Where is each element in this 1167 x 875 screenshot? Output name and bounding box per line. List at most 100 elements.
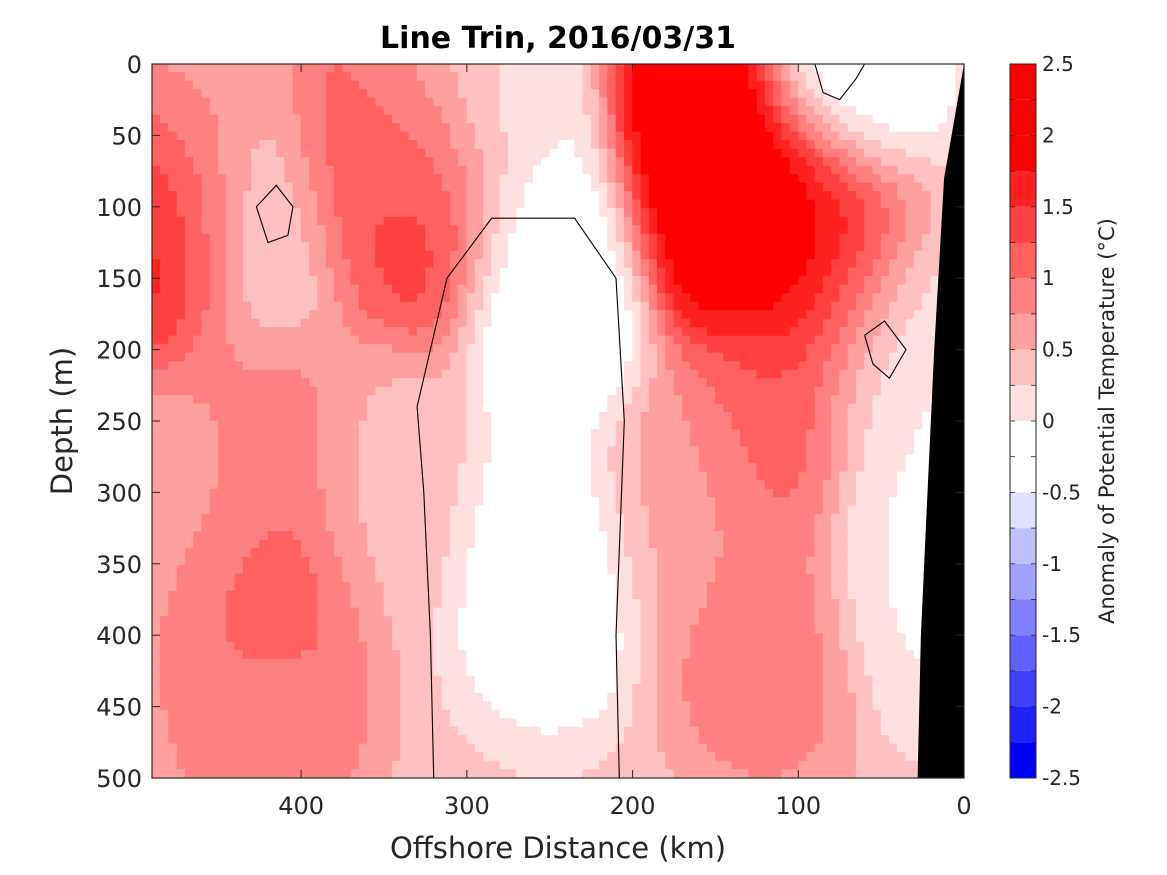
field-cell <box>557 114 567 124</box>
field-cell <box>342 225 352 235</box>
field-cell <box>375 718 385 728</box>
field-cell <box>333 106 343 116</box>
field-cell <box>259 573 269 583</box>
field-cell <box>275 692 285 702</box>
field-cell <box>367 582 377 592</box>
field-cell <box>275 72 285 82</box>
field-cell <box>242 590 252 600</box>
field-cell <box>251 548 261 558</box>
field-cell <box>342 267 352 277</box>
field-cell <box>383 582 393 592</box>
field-cell <box>565 675 575 685</box>
field-cell <box>433 726 443 736</box>
field-cell <box>607 369 617 379</box>
field-cell <box>590 624 600 634</box>
field-cell <box>193 114 203 124</box>
field-cell <box>466 225 476 235</box>
field-cell <box>516 429 526 439</box>
field-cell <box>524 718 534 728</box>
field-cell <box>590 480 600 490</box>
field-cell <box>325 650 335 660</box>
field-cell <box>400 403 410 413</box>
field-cell <box>441 267 451 277</box>
field-cell <box>275 131 285 141</box>
field-cell <box>474 429 484 439</box>
field-cell <box>152 514 161 524</box>
field-cell <box>623 284 633 294</box>
field-cell <box>309 191 319 201</box>
field-cell <box>367 131 377 141</box>
field-cell <box>300 420 310 430</box>
field-cell <box>574 599 584 609</box>
field-cell <box>499 675 509 685</box>
field-cell <box>342 709 352 719</box>
field-cell <box>275 157 285 167</box>
field-cell <box>325 599 335 609</box>
field-cell <box>449 64 459 73</box>
field-cell <box>441 157 451 167</box>
field-cell <box>466 174 476 184</box>
field-cell <box>441 599 451 609</box>
field-cell <box>209 64 219 73</box>
field-cell <box>615 80 625 90</box>
field-cell <box>491 157 501 167</box>
field-cell <box>226 114 236 124</box>
field-cell <box>433 403 443 413</box>
field-cell <box>632 395 642 405</box>
field-cell <box>466 310 476 320</box>
field-cell <box>491 522 501 532</box>
field-cell <box>632 582 642 592</box>
field-cell <box>441 403 451 413</box>
field-cell <box>300 522 310 532</box>
field-cell <box>565 191 575 201</box>
field-cell <box>251 310 261 320</box>
field-cell <box>383 242 393 252</box>
field-cell <box>491 675 501 685</box>
field-cell <box>391 174 401 184</box>
field-cell <box>391 718 401 728</box>
field-cell <box>209 548 219 558</box>
field-cell <box>483 199 493 209</box>
field-cell <box>184 497 194 507</box>
field-cell <box>466 556 476 566</box>
field-cell <box>549 514 559 524</box>
field-cell <box>317 123 327 133</box>
field-cell <box>632 514 642 524</box>
field-cell <box>507 114 517 124</box>
field-cell <box>300 233 310 243</box>
field-cell <box>176 624 186 634</box>
field-cell <box>599 497 609 507</box>
field-cell <box>391 599 401 609</box>
field-cell <box>433 301 443 311</box>
field-cell <box>408 140 418 150</box>
field-cell <box>226 191 236 201</box>
field-cell <box>532 471 542 481</box>
field-cell <box>458 446 468 456</box>
field-cell <box>284 250 294 260</box>
field-cell <box>483 590 493 600</box>
field-cell <box>491 684 501 694</box>
field-cell <box>474 276 484 286</box>
field-cell <box>549 89 559 99</box>
field-cell <box>375 539 385 549</box>
field-cell <box>333 157 343 167</box>
field-cell <box>615 327 625 337</box>
field-cell <box>433 267 443 277</box>
field-cell <box>267 395 277 405</box>
field-cell <box>632 667 642 677</box>
field-cell <box>516 650 526 660</box>
field-cell <box>342 590 352 600</box>
field-cell <box>532 514 542 524</box>
field-cell <box>491 743 501 753</box>
field-cell <box>226 616 236 626</box>
field-cell <box>549 403 559 413</box>
field-cell <box>168 225 178 235</box>
field-cell <box>383 72 393 82</box>
field-cell <box>342 148 352 158</box>
field-cell <box>433 64 443 73</box>
field-cell <box>615 64 625 73</box>
field-cell <box>391 106 401 116</box>
field-cell <box>267 488 277 498</box>
field-cell <box>425 97 435 107</box>
field-cell <box>590 607 600 617</box>
